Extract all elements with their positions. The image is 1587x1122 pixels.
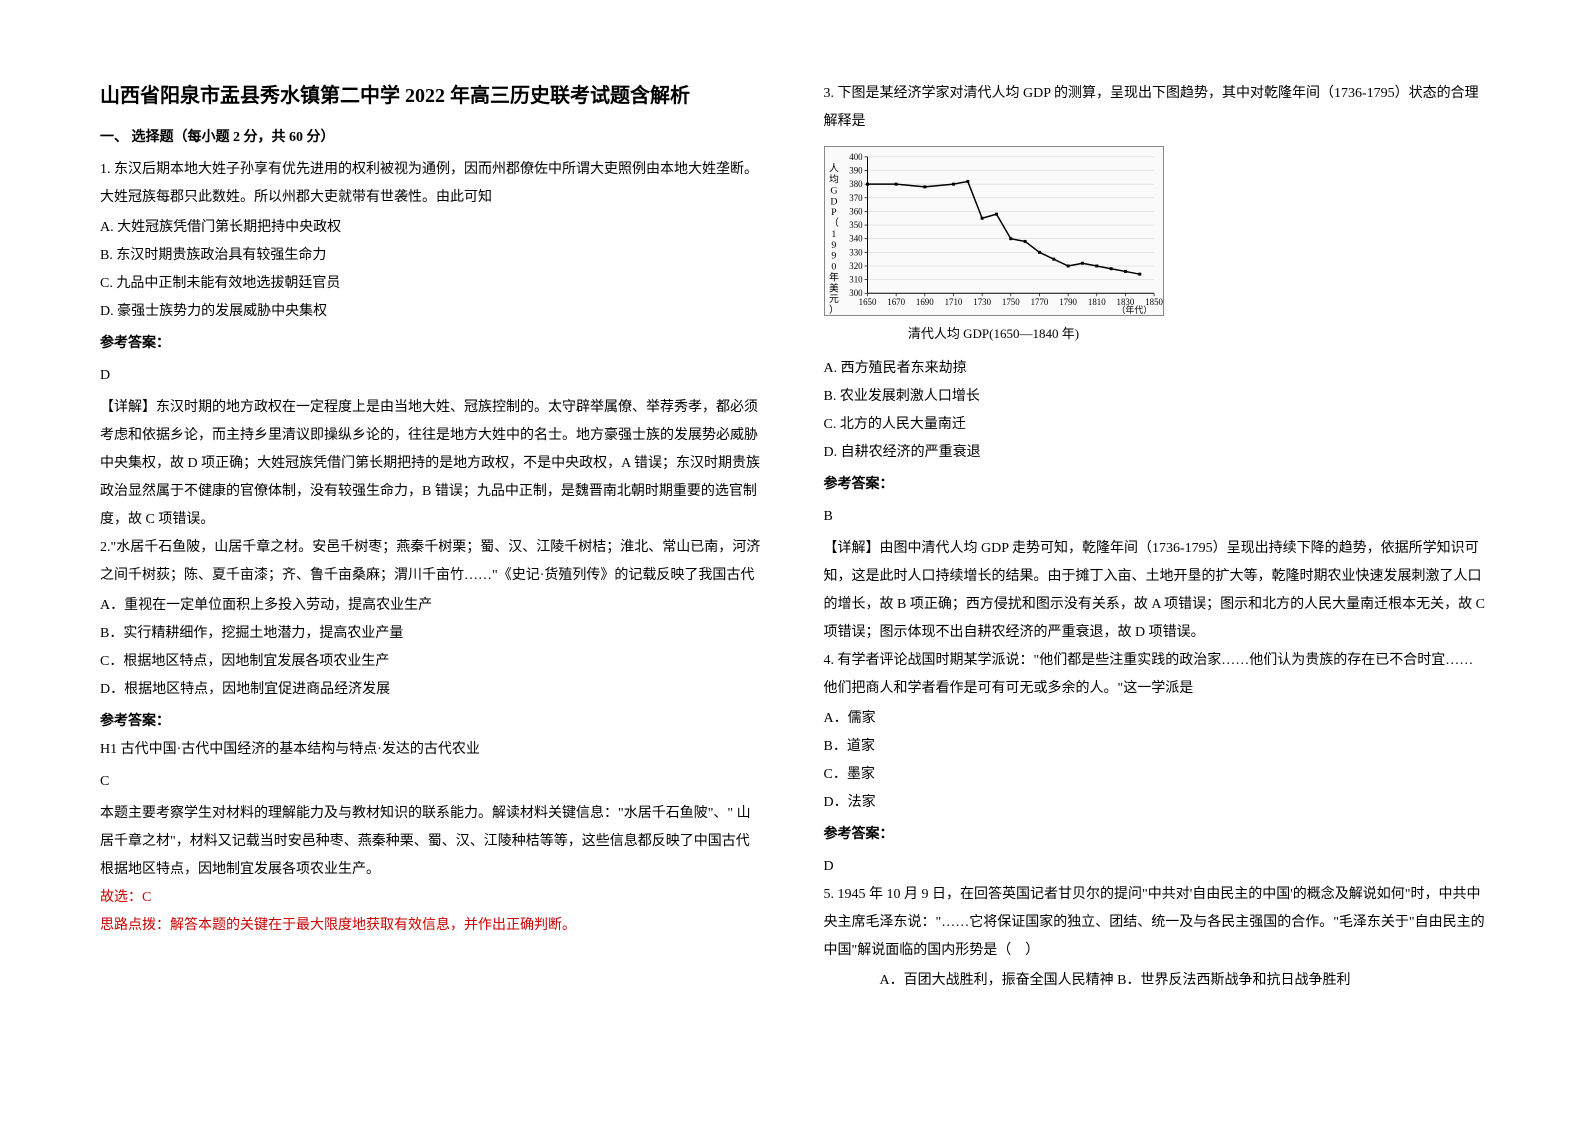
- q4-answer: D: [824, 853, 1488, 881]
- q3-answer-label: 参考答案：: [824, 471, 1488, 499]
- svg-text:9: 9: [831, 240, 836, 251]
- svg-text:年: 年: [828, 270, 838, 283]
- svg-text:（年代）: （年代）: [1116, 304, 1152, 315]
- svg-text:1: 1: [831, 229, 836, 240]
- svg-text:1690: 1690: [915, 297, 933, 307]
- left-column: 山西省阳泉市盂县秀水镇第二中学 2022 年高三历史联考试题含解析 一、 选择题…: [100, 80, 764, 1082]
- svg-text:元: 元: [828, 294, 838, 305]
- q1-option-a: A. 大姓冠族凭借门第长期把持中央政权: [100, 214, 764, 242]
- q4-option-b: B．道家: [824, 733, 1488, 761]
- q5-option-ab: A．百团大战胜利，振奋全国人民精神 B．世界反法西斯战争和抗日战争胜利: [824, 967, 1488, 995]
- right-column: 3. 下图是某经济学家对清代人均 GDP 的测算，呈现出下图趋势，其中对乾隆年间…: [824, 80, 1488, 1082]
- q4-answer-label: 参考答案：: [824, 821, 1488, 849]
- svg-text:400: 400: [849, 152, 863, 162]
- q2-option-b: B．实行精耕细作，挖掘土地潜力，提高农业产量: [100, 620, 764, 648]
- q1-option-c: C. 九品中正制未能有效地选拔朝廷官员: [100, 270, 764, 298]
- q2-answer-label: 参考答案：: [100, 708, 764, 736]
- q1-answer: D: [100, 362, 764, 390]
- svg-text:1770: 1770: [1030, 297, 1048, 307]
- q4-stem: 4. 有学者评论战国时期某学派说："他们都是些注重实践的政治家……他们认为贵族的…: [824, 647, 1488, 703]
- svg-text:P: P: [831, 207, 837, 218]
- svg-text:1790: 1790: [1059, 297, 1077, 307]
- svg-text:美: 美: [828, 281, 838, 294]
- q2-option-d: D．根据地区特点，因地制宜促进商品经济发展: [100, 676, 764, 704]
- q2-option-a: A．重视在一定单位面积上多投入劳动，提高农业生产: [100, 592, 764, 620]
- q5-stem: 5. 1945 年 10 月 9 日，在回答英国记者甘贝尔的提问"中共对'自由民…: [824, 881, 1488, 965]
- q2-explanation: 本题主要考察学生对材料的理解能力及与教材知识的联系能力。解读材料关键信息："水居…: [100, 800, 764, 884]
- q2-stem: 2."水居千石鱼陂，山居千章之材。安邑千树枣；燕秦千树栗；蜀、汉、江陵千树桔；淮…: [100, 534, 764, 590]
- q1-option-d: D. 豪强士族势力的发展威胁中央集权: [100, 298, 764, 326]
- svg-text:均: 均: [828, 174, 838, 186]
- q3-option-c: C. 北方的人民大量南迁: [824, 411, 1488, 439]
- q4-option-c: C．墨家: [824, 761, 1488, 789]
- svg-text:（: （: [828, 217, 838, 229]
- svg-text:370: 370: [849, 193, 863, 203]
- svg-text:0: 0: [831, 262, 836, 273]
- q2-option-c: C．根据地区特点，因地制宜发展各项农业生产: [100, 648, 764, 676]
- q3-explanation: 【详解】由图中清代人均 GDP 走势可知，乾隆年间（1736-1795）呈现出持…: [824, 535, 1488, 647]
- svg-text:）: ）: [828, 304, 838, 315]
- q3-stem: 3. 下图是某经济学家对清代人均 GDP 的测算，呈现出下图趋势，其中对乾隆年间…: [824, 80, 1488, 136]
- svg-text:350: 350: [849, 220, 863, 230]
- svg-text:1810: 1810: [1087, 297, 1105, 307]
- q3-option-a: A. 西方殖民者东来劫掠: [824, 355, 1488, 383]
- q1-stem: 1. 东汉后期本地大姓子孙享有优先进用的权利被视为通例，因而州郡僚佐中所谓大吏照…: [100, 156, 764, 212]
- svg-text:310: 310: [849, 275, 863, 285]
- q2-hint: 思路点拨：解答本题的关键在于最大限度地获取有效信息，并作出正确判断。: [100, 912, 764, 940]
- q1-option-b: B. 东汉时期贵族政治具有较强生命力: [100, 242, 764, 270]
- svg-text:G: G: [830, 185, 837, 196]
- svg-text:360: 360: [849, 206, 863, 216]
- exam-title: 山西省阳泉市盂县秀水镇第二中学 2022 年高三历史联考试题含解析: [100, 80, 764, 112]
- q2-answer: C: [100, 768, 764, 796]
- q3-option-d: D. 自耕农经济的严重衰退: [824, 439, 1488, 467]
- svg-text:390: 390: [849, 165, 863, 175]
- q4-option-d: D．法家: [824, 789, 1488, 817]
- svg-text:人: 人: [828, 163, 838, 175]
- q4-option-a: A．儒家: [824, 705, 1488, 733]
- svg-text:9: 9: [831, 251, 836, 262]
- chart-caption: 清代人均 GDP(1650—1840 年): [824, 321, 1164, 347]
- svg-text:1670: 1670: [887, 297, 905, 307]
- svg-text:1710: 1710: [944, 297, 962, 307]
- q2-tag: H1 古代中国·古代中国经济的基本结构与特点·发达的古代农业: [100, 736, 764, 764]
- q2-choice: 故选：C: [100, 884, 764, 912]
- svg-text:380: 380: [849, 179, 863, 189]
- svg-text:1650: 1650: [858, 297, 876, 307]
- chart-svg: 3003103203303403503603703803904001650167…: [825, 147, 1163, 315]
- q1-answer-label: 参考答案：: [100, 330, 764, 358]
- svg-text:D: D: [830, 196, 837, 207]
- q1-explanation: 【详解】东汉时期的地方政权在一定程度上是由当地大姓、冠族控制的。太守辟举属僚、举…: [100, 394, 764, 534]
- gdp-chart: 3003103203303403503603703803904001650167…: [824, 146, 1164, 316]
- section-header: 一、 选择题（每小题 2 分，共 60 分）: [100, 124, 764, 152]
- svg-text:320: 320: [849, 261, 863, 271]
- svg-text:340: 340: [849, 234, 863, 244]
- svg-text:1730: 1730: [973, 297, 991, 307]
- q3-answer: B: [824, 503, 1488, 531]
- q3-option-b: B. 农业发展刺激人口增长: [824, 383, 1488, 411]
- svg-text:330: 330: [849, 247, 863, 257]
- svg-text:1750: 1750: [1001, 297, 1019, 307]
